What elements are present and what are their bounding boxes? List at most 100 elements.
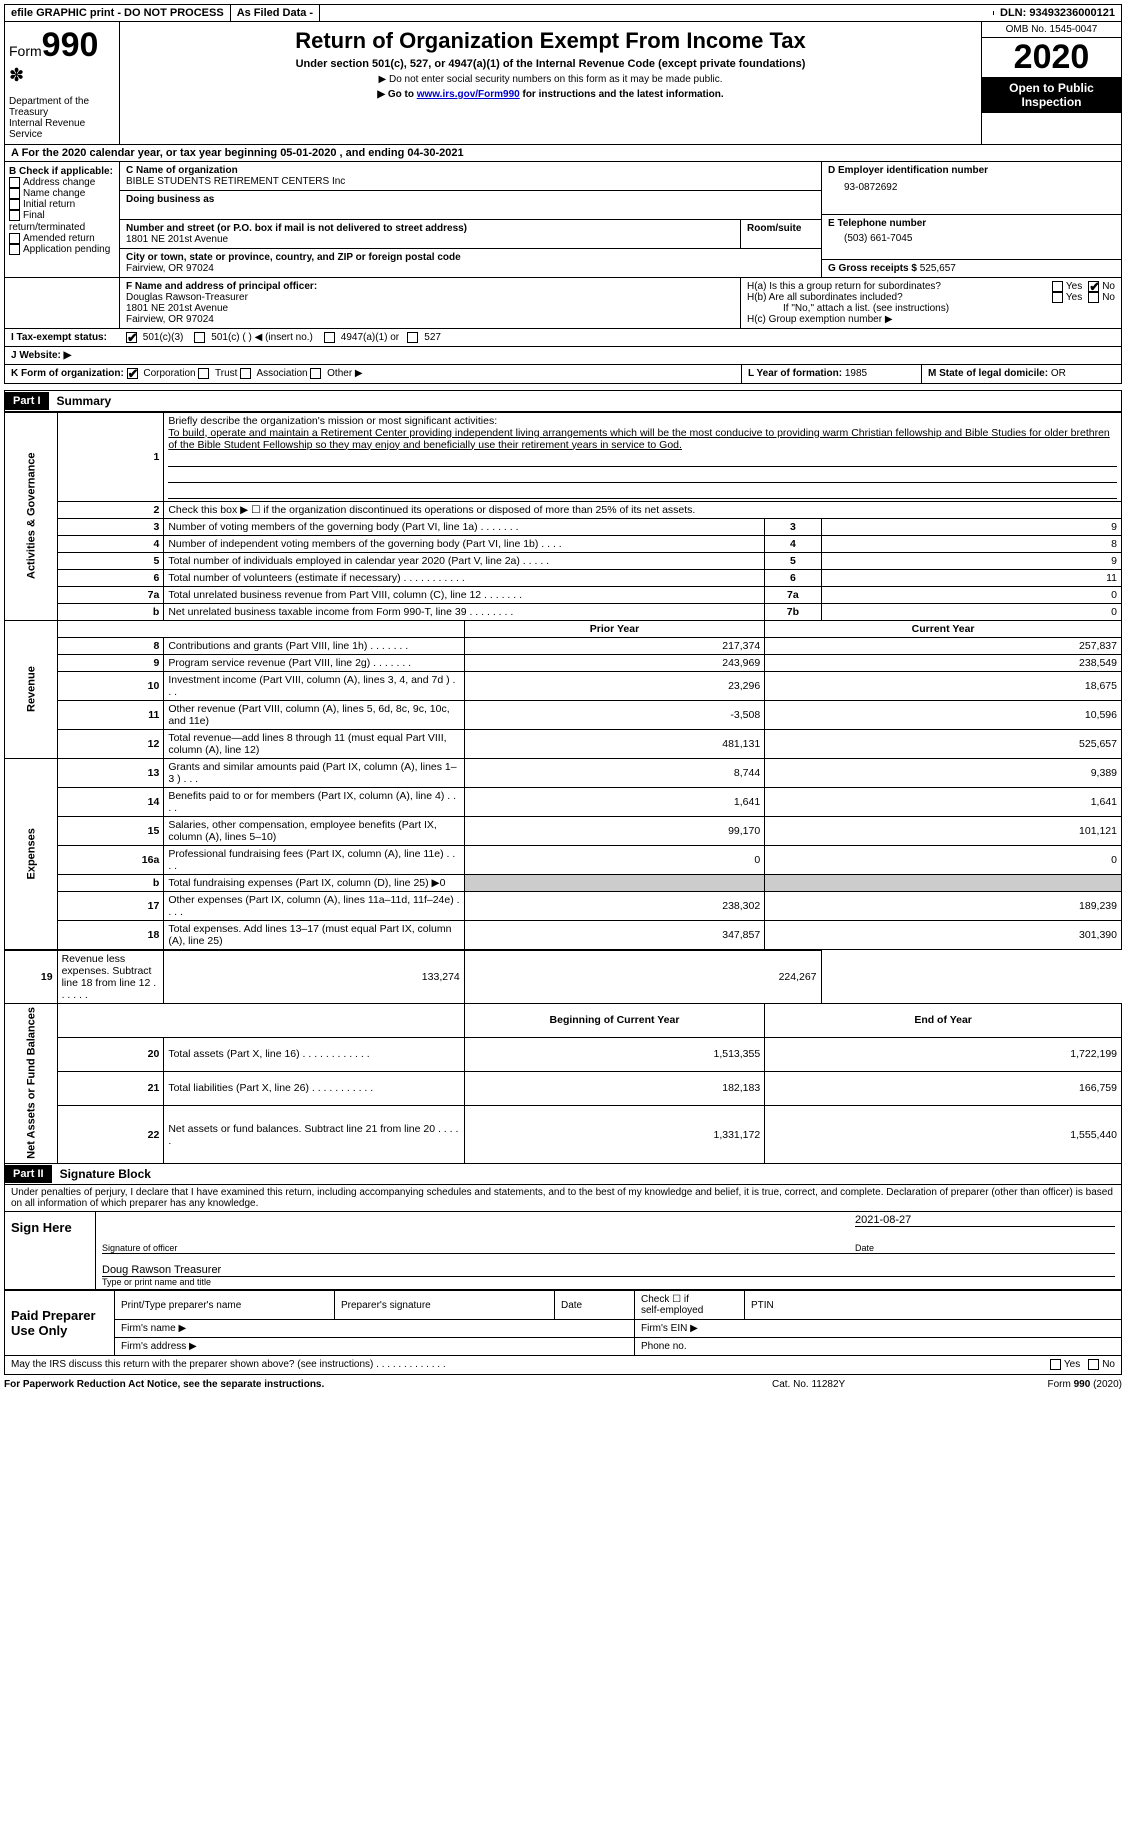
firm-phone: Phone no. bbox=[635, 1338, 1122, 1356]
line-num: 19 bbox=[5, 950, 58, 1004]
line-num: 21 bbox=[57, 1071, 164, 1105]
chk-initial[interactable]: Initial return bbox=[9, 199, 115, 210]
may-yes[interactable]: Yes bbox=[1050, 1359, 1080, 1370]
ein-value: 93-0872692 bbox=[828, 176, 1115, 193]
chk-other[interactable] bbox=[310, 368, 321, 379]
part1-header: Part I Summary bbox=[4, 390, 1122, 412]
line-desc: Contributions and grants (Part VIII, lin… bbox=[164, 637, 464, 654]
firm-name: Firm's name ▶ bbox=[115, 1320, 635, 1338]
chk-address[interactable]: Address change bbox=[9, 177, 115, 188]
line-code: 3 bbox=[765, 518, 821, 535]
hb-yes[interactable]: Yes bbox=[1052, 292, 1082, 303]
table-row: 21Total liabilities (Part X, line 26) . … bbox=[5, 1071, 1122, 1105]
page-footer: For Paperwork Reduction Act Notice, see … bbox=[4, 1375, 1122, 1390]
col-d-ein: D Employer identification number 93-0872… bbox=[821, 162, 1121, 277]
line-desc: Net assets or fund balances. Subtract li… bbox=[164, 1106, 464, 1164]
org-name-cell: C Name of organization BIBLE STUDENTS RE… bbox=[120, 162, 821, 191]
line-val: 0 bbox=[821, 603, 1121, 620]
val-curr bbox=[765, 874, 1122, 891]
officer-name: Douglas Rawson-Treasurer bbox=[126, 292, 248, 303]
k-o4: Other ▶ bbox=[327, 369, 362, 380]
b-label: B Check if applicable: bbox=[9, 166, 115, 177]
l-label: L Year of formation: bbox=[748, 368, 842, 379]
chk-assoc[interactable] bbox=[240, 368, 251, 379]
top-bar: efile GRAPHIC print - DO NOT PROCESS As … bbox=[4, 4, 1122, 22]
chk-527[interactable] bbox=[407, 332, 418, 343]
form-header: Form990 ✽ Department of the Treasury Int… bbox=[4, 22, 1122, 145]
col-b-checkboxes: B Check if applicable: Address change Na… bbox=[5, 162, 120, 277]
officer-cell: F Name and address of principal officer:… bbox=[120, 278, 741, 328]
line-code: 6 bbox=[765, 569, 821, 586]
row-klm: K Form of organization: Corporation Trus… bbox=[4, 365, 1122, 383]
line-desc: Total assets (Part X, line 16) . . . . .… bbox=[164, 1037, 464, 1071]
hc-label: H(c) Group exemption number ▶ bbox=[747, 314, 1115, 325]
i-o3: 4947(a)(1) or bbox=[341, 332, 399, 343]
q1-text: Briefly describe the organization's miss… bbox=[168, 415, 497, 427]
col-c-org: C Name of organization BIBLE STUDENTS RE… bbox=[120, 162, 821, 277]
form-id-block: Form990 ✽ Department of the Treasury Int… bbox=[5, 22, 120, 144]
table-row: 19Revenue less expenses. Subtract line 1… bbox=[5, 950, 1122, 1004]
line-num: 12 bbox=[57, 729, 164, 758]
prep-sig-label: Preparer's signature bbox=[335, 1291, 555, 1320]
table-row: Expenses13Grants and similar amounts pai… bbox=[5, 758, 1122, 787]
chk-name[interactable]: Name change bbox=[9, 188, 115, 199]
c-name-label: C Name of organization bbox=[126, 165, 815, 176]
form-ref: Form 990 (2020) bbox=[972, 1379, 1122, 1390]
chk-final[interactable]: Final return/terminated bbox=[9, 210, 115, 232]
chk-amended[interactable]: Amended return bbox=[9, 233, 115, 244]
form-num: 990 bbox=[42, 26, 99, 64]
val-prior: 481,131 bbox=[464, 729, 764, 758]
sign-here-label: Sign Here bbox=[5, 1212, 95, 1289]
ha-label: H(a) Is this a group return for subordin… bbox=[747, 281, 1052, 292]
sign-block: Sign Here 2021-08-27 Signature of office… bbox=[4, 1212, 1122, 1290]
may-no[interactable]: No bbox=[1088, 1359, 1115, 1370]
line-num: 1 bbox=[57, 412, 164, 501]
val-curr: 1,722,199 bbox=[765, 1037, 1122, 1071]
yes-label: Yes bbox=[1064, 1360, 1080, 1371]
chk-trust[interactable] bbox=[198, 368, 209, 379]
val-prior: 1,641 bbox=[464, 787, 764, 816]
line-num: 22 bbox=[57, 1106, 164, 1164]
chk-corp[interactable] bbox=[127, 368, 138, 379]
val-prior: 133,274 bbox=[164, 950, 464, 1004]
h-block: H(a) Is this a group return for subordin… bbox=[741, 278, 1121, 328]
i-o2: 501(c) ( ) ◀ (insert no.) bbox=[211, 332, 313, 343]
val-curr: 1,641 bbox=[765, 787, 1122, 816]
line-desc: Professional fundraising fees (Part IX, … bbox=[164, 845, 464, 874]
ha-yes[interactable]: Yes bbox=[1052, 281, 1082, 292]
col-begin: Beginning of Current Year bbox=[464, 1003, 764, 1037]
line-num: 15 bbox=[57, 816, 164, 845]
prep-ptin-label: PTIN bbox=[745, 1291, 1122, 1320]
irs-link[interactable]: www.irs.gov/Form990 bbox=[417, 89, 520, 100]
table-row: bTotal fundraising expenses (Part IX, co… bbox=[5, 874, 1122, 891]
chk-4947[interactable] bbox=[324, 332, 335, 343]
prep-selfemp: Check ☐ ifself-employed bbox=[635, 1291, 745, 1320]
chk-label: Initial return bbox=[23, 199, 75, 210]
d-label: D Employer identification number bbox=[828, 165, 1115, 176]
open-to-public: Open to Public Inspection bbox=[982, 77, 1121, 113]
chk-pending[interactable]: Application pending bbox=[9, 244, 115, 255]
sig-line-1: Signature of officer Date bbox=[102, 1227, 1115, 1254]
prep-date-label: Date bbox=[555, 1291, 635, 1320]
line-num: 7a bbox=[57, 586, 164, 603]
line-val: 0 bbox=[821, 586, 1121, 603]
city-cell: City or town, state or province, country… bbox=[120, 249, 821, 277]
chk-501c3[interactable] bbox=[126, 332, 137, 343]
line-desc: Total number of individuals employed in … bbox=[164, 552, 765, 569]
chk-501c[interactable] bbox=[194, 332, 205, 343]
val-curr: 189,239 bbox=[765, 891, 1122, 920]
ha-no[interactable]: No bbox=[1088, 281, 1115, 292]
table-row: 11Other revenue (Part VIII, column (A), … bbox=[5, 700, 1122, 729]
val-prior bbox=[464, 874, 764, 891]
officer-addr1: 1801 NE 201st Avenue bbox=[126, 303, 228, 314]
table-row: 4Number of independent voting members of… bbox=[5, 535, 1122, 552]
line-num: 13 bbox=[57, 758, 164, 787]
gross-cell: G Gross receipts $ 525,657 bbox=[822, 260, 1121, 277]
chk-label: Address change bbox=[23, 177, 95, 188]
tax-year: 2020 bbox=[982, 38, 1121, 77]
org-addr: 1801 NE 201st Avenue bbox=[126, 234, 734, 245]
table-row: 15Salaries, other compensation, employee… bbox=[5, 816, 1122, 845]
hb-no[interactable]: No bbox=[1088, 292, 1115, 303]
line-desc: Number of independent voting members of … bbox=[164, 535, 765, 552]
val-prior: 1,331,172 bbox=[464, 1106, 764, 1164]
